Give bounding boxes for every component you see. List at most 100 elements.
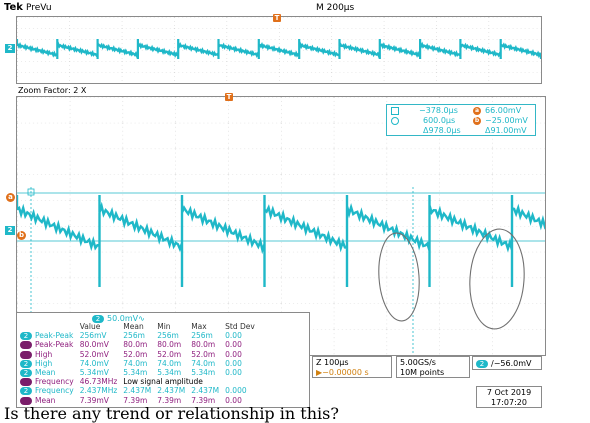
record-length: 10M points xyxy=(400,368,445,377)
measurement-source-badge: 2 xyxy=(20,369,32,378)
cursor-a-value: 66.00mV xyxy=(485,106,522,115)
timebase-label: M 200µs xyxy=(316,3,355,13)
cursor-dv: Δ91.00mV xyxy=(485,126,527,135)
measurement-source-badge xyxy=(20,350,32,359)
zoom-position: ▶−0.00000 s xyxy=(316,368,369,377)
measurement-note: Low signal amplitude xyxy=(123,377,203,387)
measurement-value: 256mV xyxy=(79,331,107,341)
trigger-position-marker-zoom[interactable]: T xyxy=(225,93,233,101)
measurement-value: 2.437MHz xyxy=(79,386,118,396)
brand-label: Tek xyxy=(4,2,23,13)
cursor-circle-icon xyxy=(391,116,399,125)
mode-label: PreVu xyxy=(26,3,52,13)
main-waveform-panel[interactable] xyxy=(15,16,543,84)
measurement-mean: 52.0m xyxy=(123,349,148,359)
ch2-level-marker-zoom[interactable]: 2 xyxy=(5,226,15,235)
measurement-row[interactable]: 2 Peak-Peak 256mV 256m 256m 256m 0.00 xyxy=(18,331,259,341)
trigger-info-box[interactable]: 2 ∕−56.0mV xyxy=(472,356,542,370)
measurement-std: 0.000 xyxy=(225,386,247,396)
measurement-header: Max xyxy=(191,322,207,331)
measurement-name: Peak-Peak xyxy=(35,331,74,341)
cursor-a-icon: a xyxy=(473,106,481,115)
measurement-name: High xyxy=(35,358,53,368)
measurement-max: 5.34m xyxy=(191,368,216,378)
measurement-max: 2.437M xyxy=(191,386,220,396)
measurement-header: Std Dev xyxy=(225,322,255,331)
sample-info-box[interactable]: 5.00GS/s 10M points xyxy=(396,356,470,378)
cursor-a-marker[interactable]: a xyxy=(6,193,15,202)
measurement-name: Frequency xyxy=(35,386,74,396)
measurement-source-badge: 2 xyxy=(20,359,32,368)
measurement-max: 74.0m xyxy=(191,358,216,368)
measurement-row[interactable]: High 52.0mV 52.0m 52.0m 52.0m 0.00 xyxy=(18,350,259,359)
measurement-std: 0.00 xyxy=(225,368,242,378)
ch2-zoom-trace xyxy=(15,195,590,287)
scale-channel-badge: 2 xyxy=(92,314,104,323)
cursor-t2: 600.0µs xyxy=(423,116,456,125)
annotation-circle-2 xyxy=(469,228,525,330)
cursor-b-icon: b xyxy=(473,116,481,125)
measurement-value: 80.0mV xyxy=(79,340,109,350)
measurement-std: 0.00 xyxy=(225,331,242,341)
measurement-header-row: Value Mean Min Max Std Dev xyxy=(18,322,259,331)
measurement-max: 256m xyxy=(191,331,213,341)
measurement-value: 7.39mV xyxy=(79,395,109,405)
measurement-min: 7.39m xyxy=(157,395,182,405)
measurement-std: 0.00 xyxy=(225,349,242,359)
measurement-row[interactable]: 2 High 74.0mV 74.0m 74.0m 74.0m 0.00 xyxy=(18,359,259,368)
zoom-factor-label: Zoom Factor: 2 X xyxy=(18,86,87,95)
measurement-max: 52.0m xyxy=(191,349,216,359)
measurement-name: Frequency xyxy=(35,377,74,387)
measurement-row[interactable]: Frequency 46.73MHz Low signal amplitude xyxy=(18,377,259,387)
trigger-channel-badge: 2 xyxy=(476,359,488,368)
ch2-level-marker-top[interactable]: 2 xyxy=(5,44,15,53)
measurement-min: 2.437M xyxy=(157,386,186,396)
scope-header xyxy=(0,0,590,16)
measurement-panel xyxy=(16,312,310,408)
measurement-mean: 74.0m xyxy=(123,358,148,368)
date-time-box: 7 Oct 2019 17:07:20 xyxy=(476,386,542,408)
measurement-name: High xyxy=(35,349,53,359)
trigger-level: ∕−56.0mV xyxy=(491,359,532,368)
measurement-min: 80.0m xyxy=(157,340,182,350)
scale-readout: 2 50.0mV∿ xyxy=(92,314,145,323)
measurement-min: 52.0m xyxy=(157,349,182,359)
measurement-std: 0.00 xyxy=(225,340,242,350)
annotation-circle-1 xyxy=(378,232,420,322)
cursor-b-marker[interactable]: b xyxy=(17,231,26,240)
measurement-value: 52.0mV xyxy=(79,349,109,359)
measurement-source-badge xyxy=(20,341,32,350)
sample-rate: 5.00GS/s xyxy=(400,358,436,367)
cursor-readout: −378.0µs a 66.00mV 600.0µs b −25.00mV Δ9… xyxy=(386,104,536,136)
measurement-value: 46.73MHz xyxy=(79,377,118,387)
cursor-square-icon xyxy=(391,106,399,115)
document-caption: Is there any trend or relationship in th… xyxy=(4,404,339,423)
trigger-position-marker-top[interactable]: T xyxy=(273,14,281,22)
measurement-mean: 2.437M xyxy=(123,386,152,396)
zoom-timebase: Z 100µs xyxy=(316,358,349,367)
measurement-table: Value Mean Min Max Std Dev 2 Peak-Peak 256mV 256… xyxy=(18,322,259,405)
measurement-mean: 7.39m xyxy=(123,395,148,405)
date-label: 7 Oct 2019 xyxy=(486,388,532,397)
measurement-row[interactable]: Mean 7.39mV 7.39m 7.39m 7.39m 0.00 xyxy=(18,396,259,405)
measurement-source-badge: 2 xyxy=(20,387,32,396)
measurement-header: Min xyxy=(157,322,171,331)
measurement-row[interactable]: 2 Mean 5.34mV 5.34m 5.34m 5.34m 0.00 xyxy=(18,368,259,378)
cursor-dt: Δ978.0µs xyxy=(423,126,461,135)
measurement-name: Mean xyxy=(35,368,56,378)
measurement-source-badge: 2 xyxy=(20,332,32,341)
measurement-row[interactable]: 2 Frequency 2.437MHz 2.437M 2.437M 2.437M 0.00… xyxy=(18,386,259,396)
measurement-value: 5.34mV xyxy=(79,368,109,378)
measurement-header: Value xyxy=(79,322,101,331)
zoom-info-box[interactable]: Z 100µs ▶−0.00000 s xyxy=(312,356,392,378)
main-waveform-plot xyxy=(15,17,543,83)
measurement-source-badge xyxy=(20,396,32,405)
measurement-row[interactable]: Peak-Peak 80.0mV 80.0m 80.0m 80.0m 0.00 xyxy=(18,340,259,350)
measurement-name: Mean xyxy=(35,395,56,405)
measurement-source-badge xyxy=(20,378,32,387)
measurement-std: 0.00 xyxy=(225,395,242,405)
ch2-main-trace xyxy=(15,39,543,59)
time-label: 17:07:20 xyxy=(491,398,527,407)
scale-value: 50.0mV∿ xyxy=(107,314,145,323)
measurement-value: 74.0mV xyxy=(79,358,109,368)
